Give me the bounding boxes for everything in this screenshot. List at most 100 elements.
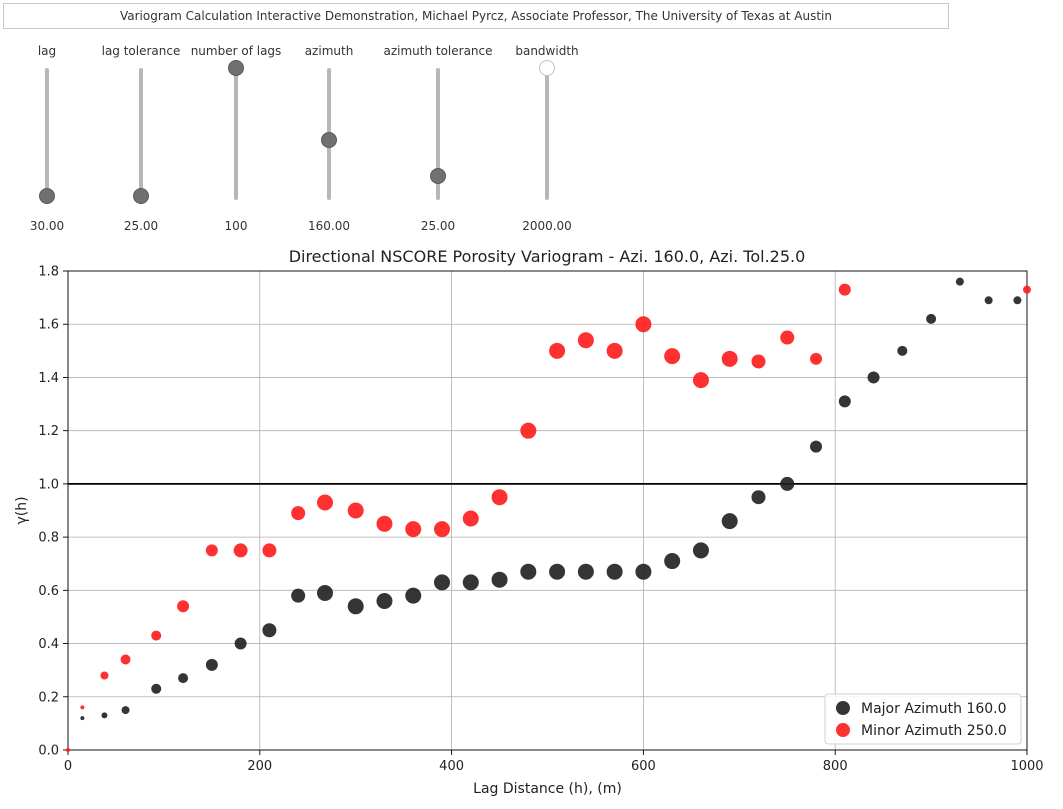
minor-azimuth-point — [405, 521, 422, 538]
minor-azimuth-point — [262, 543, 277, 558]
minor-azimuth-point — [434, 521, 451, 538]
x-axis-title: Lag Distance (h), (m) — [473, 781, 622, 797]
major-azimuth-point — [692, 542, 709, 559]
minor-azimuth-point — [462, 510, 479, 527]
azimuth-slider-label: azimuth — [304, 44, 354, 58]
major-azimuth-point — [897, 345, 908, 356]
major-azimuth-point — [462, 574, 479, 591]
major-azimuth-point — [434, 574, 451, 591]
number-of-lags-slider-label: number of lags — [190, 44, 282, 58]
major-azimuth-point — [101, 712, 108, 719]
y-tick-label: 1.6 — [38, 318, 59, 333]
x-tick-label: 600 — [631, 759, 656, 774]
x-tick-label: 400 — [439, 759, 464, 774]
chart-title: Directional NSCORE Porosity Variogram - … — [289, 247, 806, 266]
azimuth-tolerance-slider-handle[interactable] — [430, 167, 446, 184]
x-tick-label: 800 — [823, 759, 848, 774]
major-azimuth-point — [291, 588, 306, 603]
x-tick-label: 0 — [64, 759, 72, 774]
minor-azimuth-point — [606, 342, 623, 359]
plot-frame — [67, 270, 1028, 751]
lag-slider[interactable]: lag 30.00 — [0, 44, 107, 239]
x-tick-label: 1000 — [1010, 759, 1043, 774]
major-azimuth-point — [317, 584, 334, 601]
y-axis-title: γ(h) — [14, 496, 30, 524]
minor-azimuth-point — [177, 600, 190, 613]
minor-azimuth-point — [692, 372, 709, 389]
major-azimuth-point — [151, 683, 162, 694]
lag-slider-handle[interactable] — [39, 188, 55, 204]
lag-tolerance-slider-label: lag tolerance — [101, 44, 181, 58]
minor-azimuth-point — [810, 352, 823, 365]
minor-azimuth-point — [721, 350, 738, 367]
legend-box — [824, 693, 1022, 745]
lag-tolerance-slider-handle[interactable] — [133, 188, 149, 204]
major-azimuth-point — [635, 563, 652, 580]
minor-azimuth-point — [577, 332, 594, 349]
lag-tolerance-slider[interactable]: lag tolerance 25.00 — [81, 44, 201, 239]
minor-azimuth-point — [751, 354, 766, 369]
major-azimuth-point — [721, 513, 738, 530]
azimuth-slider-handle[interactable] — [321, 131, 337, 148]
major-azimuth-point — [376, 592, 393, 609]
major-azimuth-point — [984, 296, 993, 305]
major-azimuth-point — [867, 371, 880, 384]
minor-azimuth-point — [151, 630, 162, 641]
major-azimuth-point — [347, 598, 364, 615]
major-azimuth-point — [178, 673, 189, 684]
major-azimuth-point — [810, 440, 823, 453]
major-azimuth-point — [1013, 296, 1022, 305]
y-tick-label: 0.4 — [38, 637, 59, 652]
minor-azimuth-point — [80, 705, 85, 710]
legend-marker — [836, 723, 850, 737]
y-tick-label: 0.8 — [38, 531, 59, 546]
legend-label: Minor Azimuth 250.0 — [861, 723, 1007, 739]
bandwidth-slider-track[interactable] — [545, 68, 549, 200]
azimuth-tolerance-slider-label: azimuth tolerance — [383, 44, 493, 58]
major-azimuth-point — [751, 490, 766, 505]
minor-azimuth-point — [317, 494, 334, 511]
major-azimuth-point — [205, 658, 218, 671]
minor-azimuth-point — [1023, 285, 1031, 294]
y-tick-label: 1.0 — [38, 477, 59, 492]
minor-azimuth-point — [233, 543, 248, 558]
lag-slider-label: lag — [37, 44, 57, 58]
minor-azimuth-point — [838, 283, 851, 296]
minor-azimuth-point — [376, 515, 393, 532]
minor-azimuth-point — [635, 316, 652, 333]
azimuth-slider[interactable]: azimuth 160.00 — [269, 44, 389, 239]
azimuth-tolerance-slider-track[interactable] — [436, 68, 440, 200]
azimuth-slider-value: 160.00 — [308, 219, 350, 233]
bandwidth-slider-handle[interactable] — [539, 60, 555, 76]
major-azimuth-point — [955, 277, 964, 286]
major-azimuth-point — [549, 563, 566, 580]
number-of-lags-slider-handle[interactable] — [228, 60, 244, 76]
major-azimuth-point — [520, 563, 537, 580]
lag-tolerance-slider-track[interactable] — [139, 68, 143, 200]
azimuth-tolerance-slider[interactable]: azimuth tolerance 25.00 — [378, 44, 498, 239]
major-azimuth-point — [405, 587, 422, 604]
lag-slider-value: 30.00 — [29, 219, 65, 233]
bandwidth-slider[interactable]: bandwidth 2000.00 — [487, 44, 607, 239]
major-azimuth-point — [80, 716, 85, 721]
minor-azimuth-point — [491, 489, 508, 506]
minor-azimuth-point — [291, 506, 306, 521]
bandwidth-slider-value: 2000.00 — [522, 219, 572, 233]
number-of-lags-slider[interactable]: number of lags 100 — [176, 44, 296, 239]
lag-tolerance-slider-value: 25.00 — [123, 219, 159, 233]
x-tick-label: 200 — [247, 759, 272, 774]
minor-azimuth-point — [664, 348, 681, 365]
y-tick-label: 1.2 — [38, 424, 59, 439]
major-azimuth-point — [121, 706, 130, 715]
legend-label: Major Azimuth 160.0 — [861, 701, 1007, 717]
bandwidth-slider-label: bandwidth — [515, 44, 579, 58]
minor-azimuth-point — [205, 544, 218, 557]
major-azimuth-point — [262, 623, 277, 638]
major-azimuth-point — [780, 476, 795, 491]
major-azimuth-point — [577, 563, 594, 580]
number-of-lags-slider-track[interactable] — [234, 68, 238, 200]
variogram-chart: Directional NSCORE Porosity Variogram - … — [14, 247, 1044, 797]
major-azimuth-point — [926, 313, 937, 324]
lag-slider-track[interactable] — [45, 68, 49, 200]
y-tick-label: 0.0 — [38, 744, 59, 759]
